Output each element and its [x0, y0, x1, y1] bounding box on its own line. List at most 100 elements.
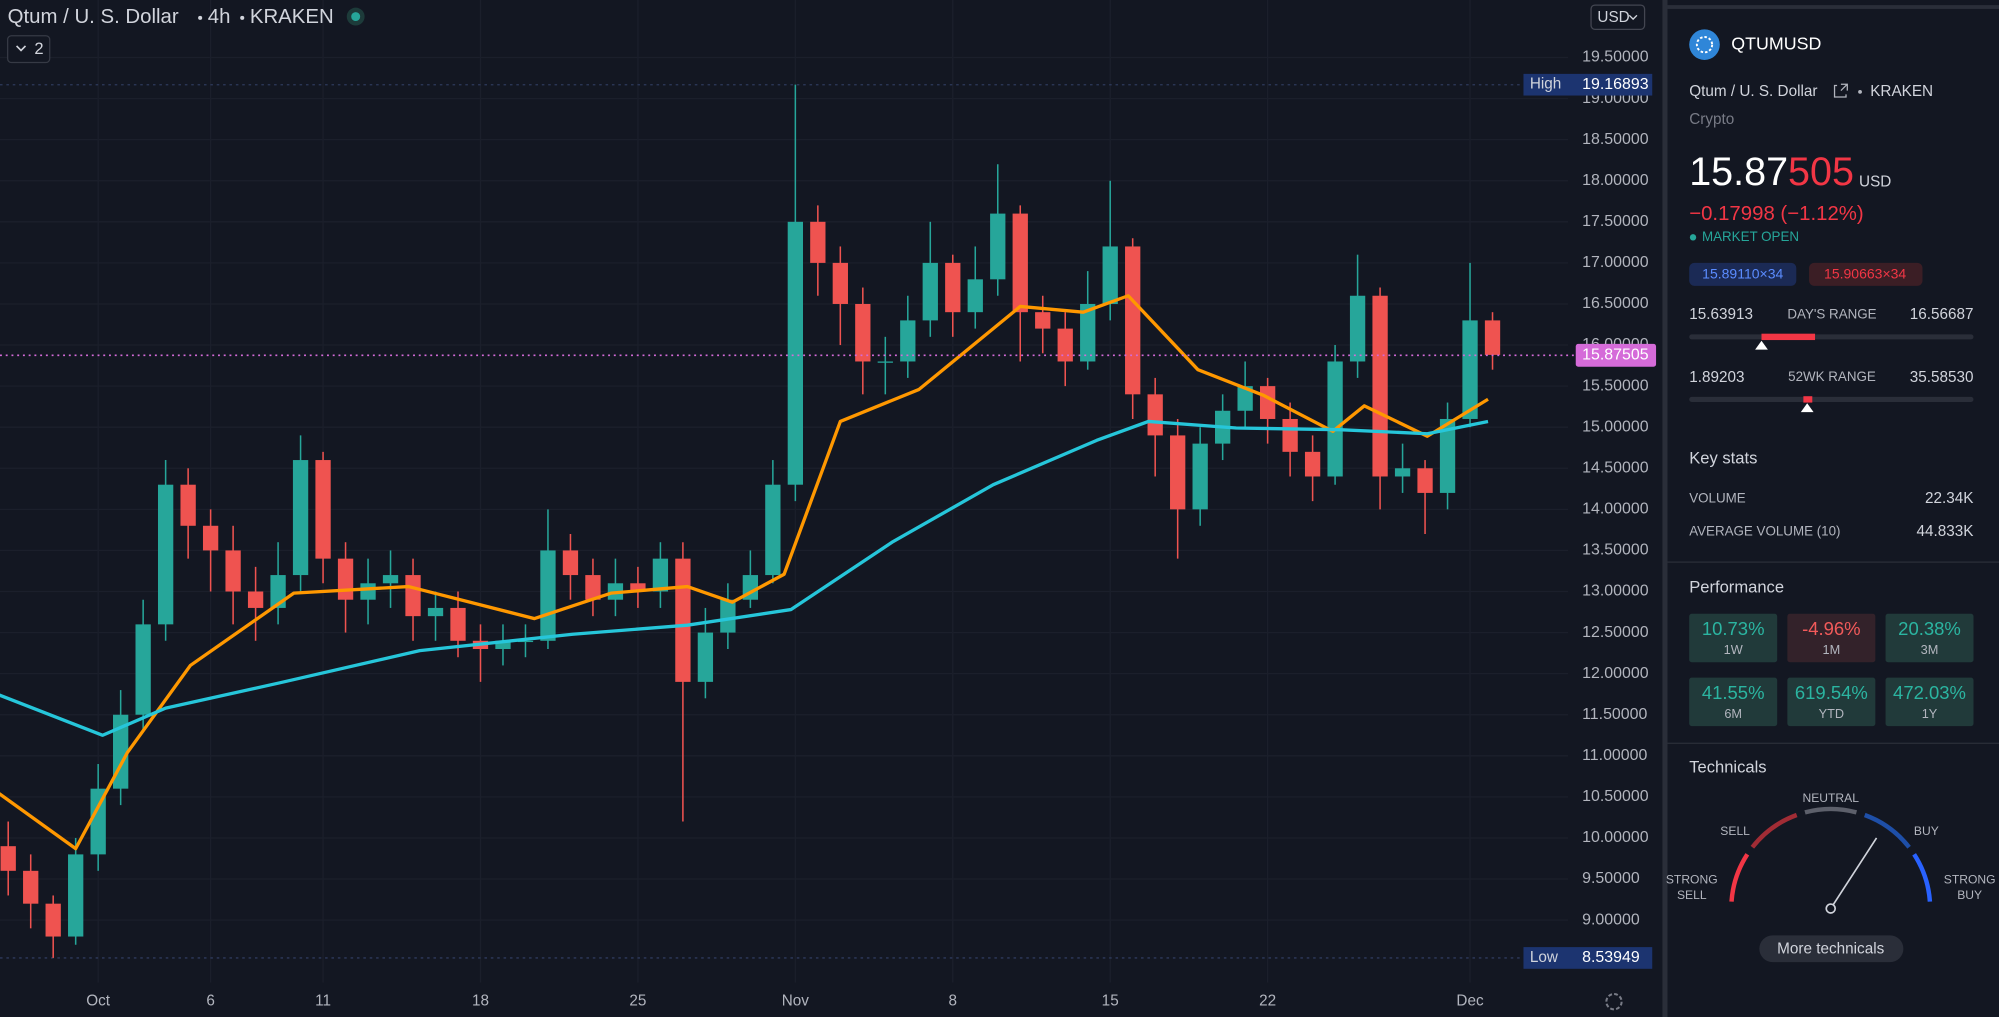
candle-body: [157, 484, 174, 625]
panel-symbol: QTUMUSD: [1731, 33, 1821, 53]
price-line-badge: [1523, 947, 1653, 969]
candle-body: [337, 558, 354, 600]
range-track: [1689, 334, 1974, 340]
price-main: 15.87: [1689, 150, 1788, 194]
button-label[interactable]: More technicals: [1777, 940, 1884, 957]
symbol-title: Qtum / U. S. Dollar: [8, 6, 179, 28]
performance-value: -4.96%: [1802, 618, 1861, 639]
candle-body: [1372, 295, 1388, 477]
currency: USD: [1597, 9, 1629, 26]
chevron-icon: [1628, 14, 1638, 21]
gauge-label: STRONG: [1944, 873, 1996, 887]
range-fill: [1761, 333, 1816, 341]
candle-body: [945, 262, 961, 313]
performance-period: YTD: [1819, 706, 1844, 721]
gauge-hub: [1825, 903, 1837, 914]
interval[interactable]: 4h: [208, 6, 231, 28]
y-tick-label: 10.50000: [1582, 788, 1649, 805]
candle-body: [1394, 468, 1411, 477]
performance-tile: [1787, 613, 1876, 663]
performance-period: 1W: [1724, 642, 1743, 657]
y-tick-label: 14.50000: [1582, 459, 1649, 476]
settings-icon[interactable]: [1605, 993, 1623, 1011]
y-tick-label: 11.00000: [1582, 747, 1647, 764]
gauge-label: STRONG: [1666, 873, 1718, 887]
performance-period: 1M: [1822, 642, 1840, 657]
candle-body: [562, 550, 579, 576]
ask-badge: [1809, 262, 1923, 286]
currency-badge[interactable]: [1590, 4, 1646, 30]
candle-body: [877, 361, 893, 363]
price-line-name: High: [1530, 76, 1561, 93]
candle-body: [1327, 361, 1343, 477]
x-tick-label: 25: [629, 993, 646, 1010]
external-link-icon[interactable]: [1833, 83, 1848, 98]
candle-body: [810, 221, 826, 263]
candle-body: [495, 640, 511, 650]
gauge-label: BUY: [1957, 888, 1982, 902]
stat-name: AVERAGE VOLUME (10): [1689, 524, 1840, 539]
range-name: 52WK RANGE: [1788, 369, 1876, 384]
gauge-label: SELL: [1720, 824, 1750, 838]
candle-body: [427, 607, 444, 617]
y-tick-label: 9.50000: [1582, 870, 1640, 887]
gauge-needle: [1830, 837, 1878, 909]
range-track: [1689, 396, 1974, 402]
candle-body: [1484, 320, 1501, 355]
candle-body: [517, 640, 534, 643]
candle-body: [225, 550, 241, 592]
range-marker: [1755, 340, 1768, 350]
performance-value: 472.03%: [1893, 682, 1966, 703]
candle-body: [1304, 451, 1321, 477]
performance-tiles: 10.73% 1W -4.96% 1M 20.38% 3M 41.55% 6M 619.54% Y…: [1689, 613, 1974, 727]
y-tick-label: 12.00000: [1582, 665, 1649, 682]
candle-body: [720, 599, 736, 633]
key-stats-title: Key stats: [1689, 449, 1757, 468]
price-tail: 505: [1788, 150, 1854, 194]
stat-value: 22.34K: [1925, 490, 1974, 507]
candle-body: [292, 460, 309, 576]
candle-body: [90, 788, 106, 855]
y-tick-label: 11.50000: [1582, 706, 1647, 723]
moving-average: [0, 294, 1489, 851]
indicator-toggle[interactable]: [7, 35, 51, 64]
price-line-badge: [1523, 73, 1653, 96]
candle-body: [450, 607, 466, 641]
price-axis: 9.00000 9.50000 10.00000 10.50000 11.00000 11…: [0, 49, 1657, 1010]
candle-body: [1035, 312, 1051, 329]
range-high: 35.58530: [1910, 369, 1974, 386]
x-tick-label: Nov: [782, 993, 810, 1010]
plot-area: [0, 84, 1501, 958]
stat-name: VOLUME: [1689, 490, 1746, 505]
status-dot: [351, 12, 361, 22]
gauge-arc: [1912, 853, 1933, 902]
candle-body: [45, 903, 61, 937]
performance-value: 619.54%: [1795, 682, 1868, 703]
y-tick-label: 16.50000: [1582, 295, 1649, 312]
bid-badge: [1689, 262, 1797, 286]
candle-body: [247, 591, 264, 608]
y-tick-label: 19.50000: [1582, 49, 1649, 66]
y-tick-label: 10.00000: [1582, 829, 1649, 846]
candle-body: [765, 484, 781, 576]
price-unit: USD: [1859, 174, 1891, 191]
candle-body: [630, 583, 646, 592]
performance-tile: [1885, 613, 1974, 663]
candle-body: [0, 846, 16, 871]
candle-body: [315, 460, 331, 559]
y-tick-label: 17.50000: [1582, 213, 1649, 230]
price-line-value: 8.53949: [1582, 949, 1640, 966]
technicals-title: Technicals: [1689, 758, 1766, 777]
performance-period: 6M: [1724, 706, 1742, 721]
more-technicals-button[interactable]: [1759, 935, 1904, 963]
candle-body: [1102, 246, 1118, 304]
y-tick-label: 15.50000: [1582, 377, 1649, 394]
range-name: DAY'S RANGE: [1787, 307, 1876, 322]
chevron-icon: [15, 45, 27, 52]
performance-tile: [1787, 677, 1876, 727]
x-tick-label: Oct: [86, 993, 111, 1010]
indicator-count: 2: [34, 39, 43, 58]
separator: [1667, 561, 1999, 563]
candle-body: [967, 279, 983, 313]
candle-body: [1192, 443, 1208, 510]
